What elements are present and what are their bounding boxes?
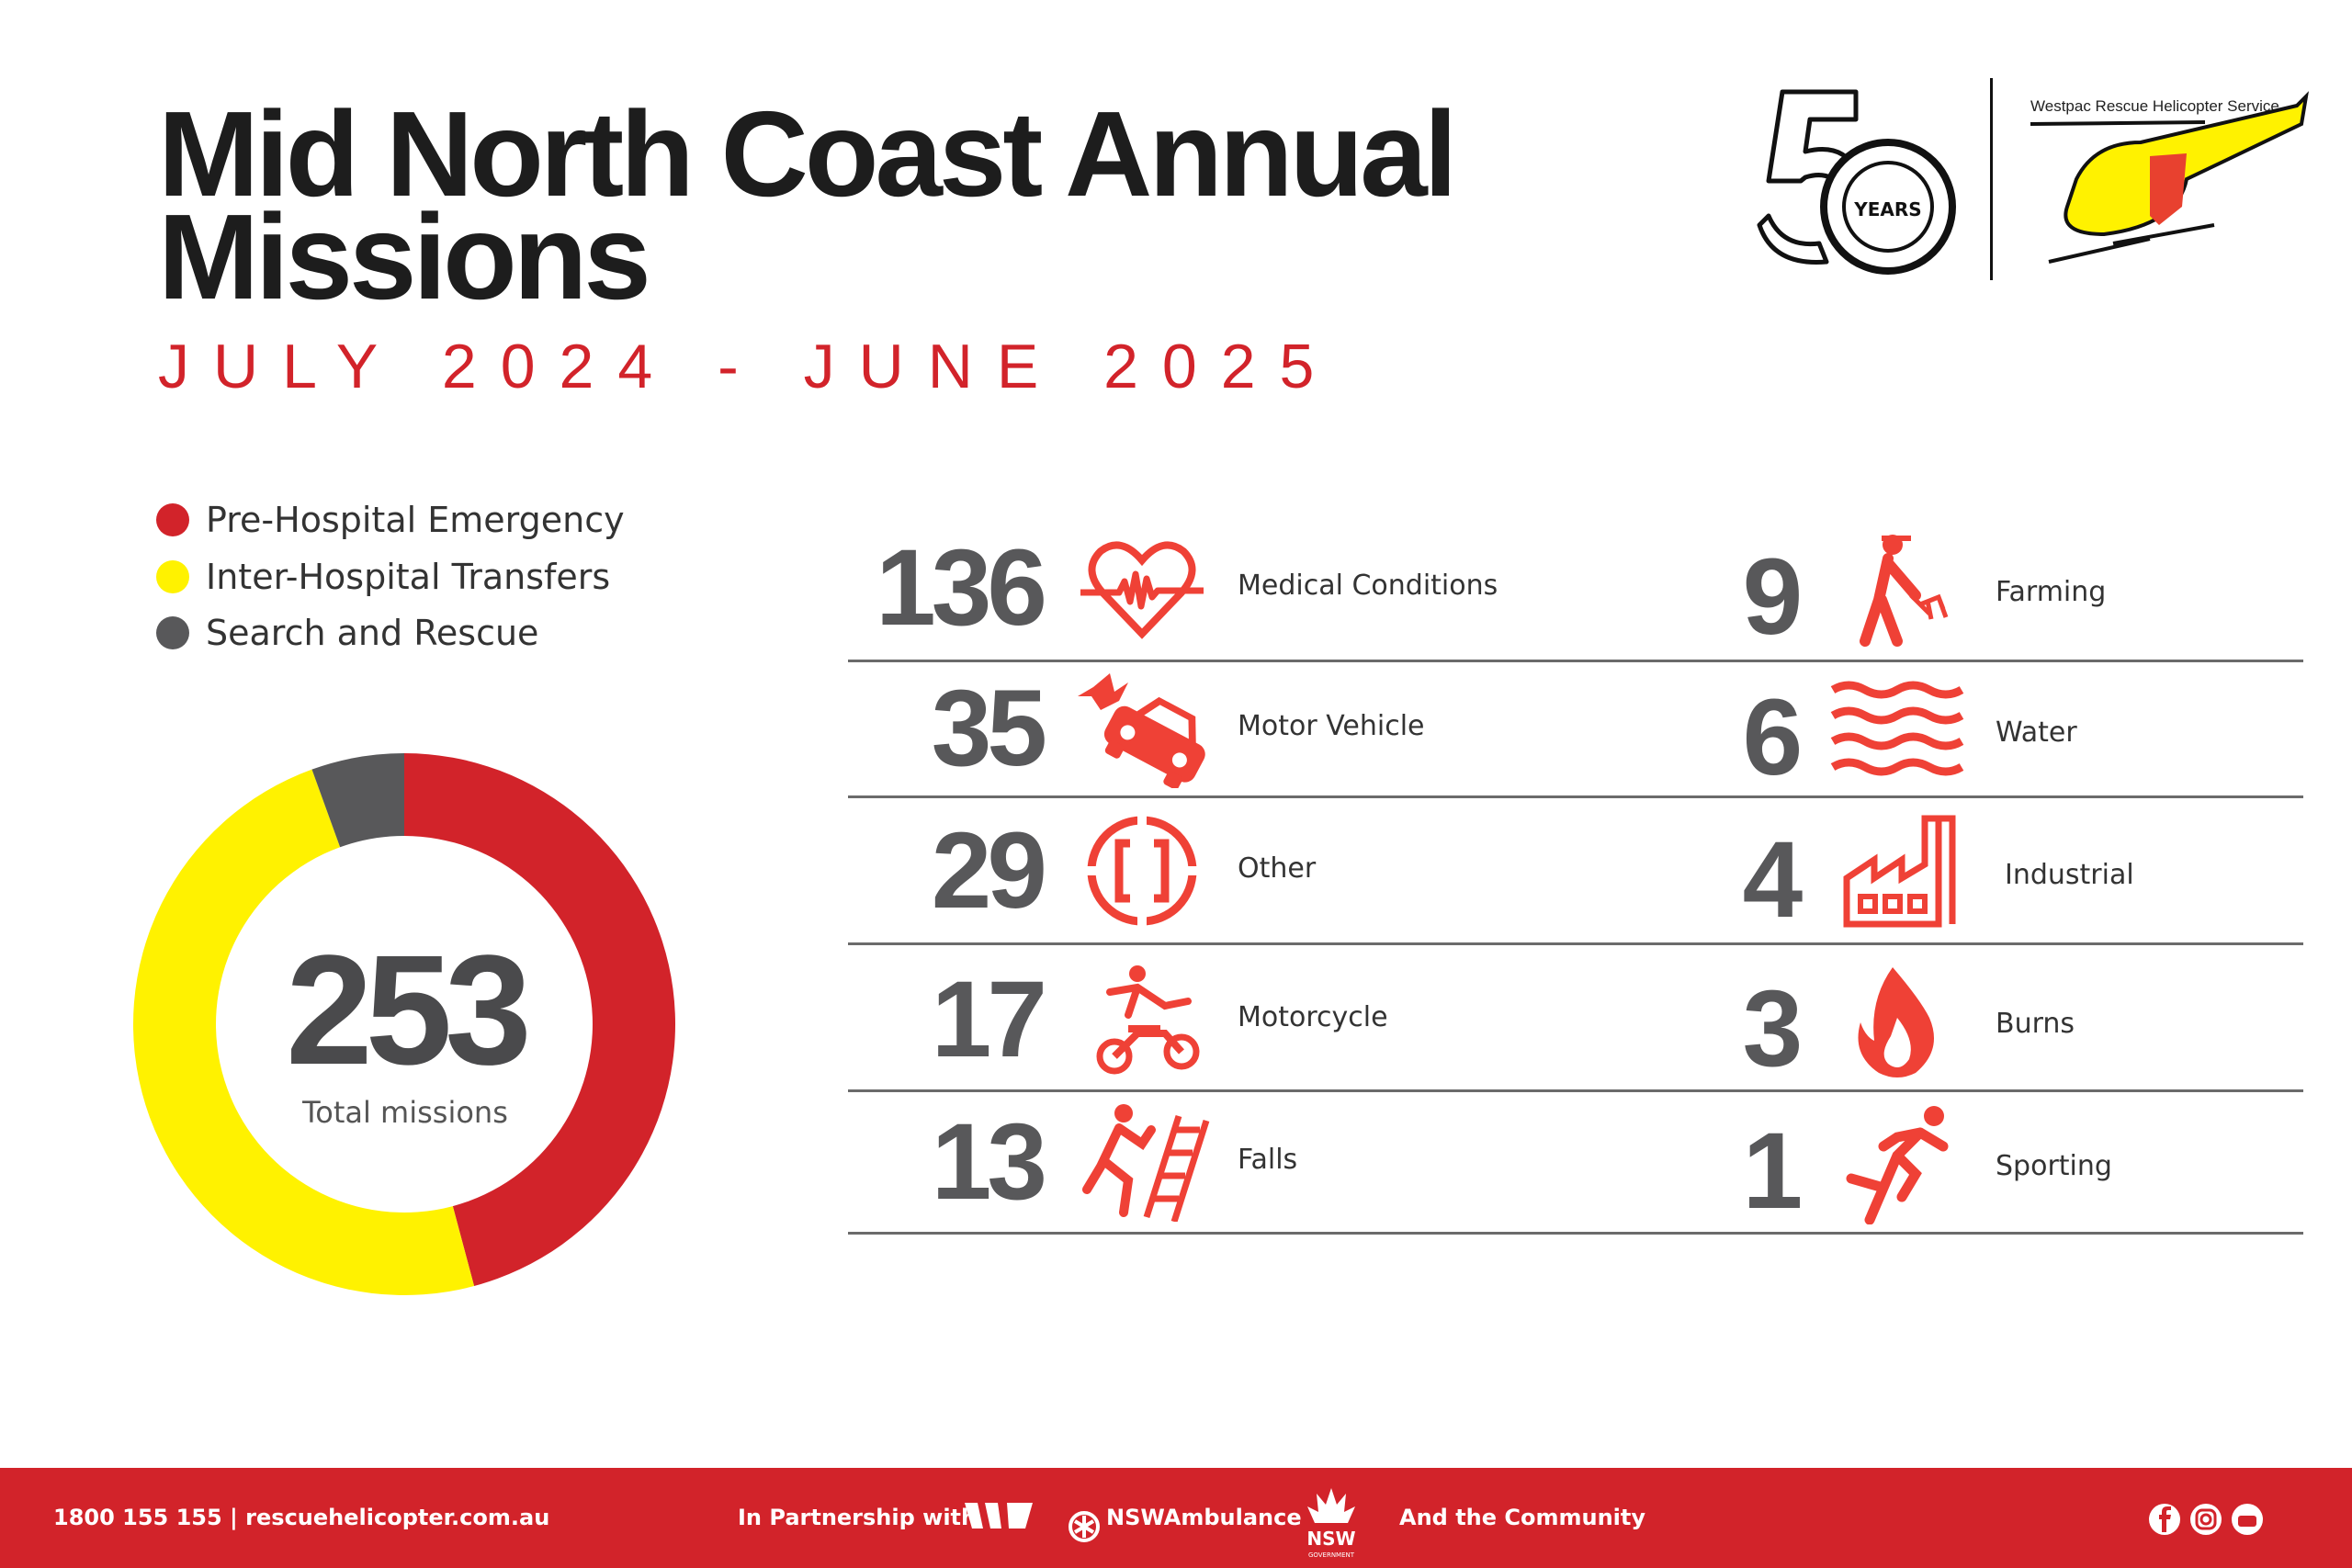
page-title: Mid North Coast Annual Missions [158, 86, 1457, 324]
logo-divider [1990, 78, 1993, 280]
label-other: Other [1238, 852, 1317, 885]
nsw-government-text: GOVERNMENT [1308, 1551, 1355, 1559]
count-other: 29 [931, 810, 1047, 931]
count-motorcycle: 17 [931, 959, 1047, 1080]
missions-donut-chart [133, 753, 675, 1295]
social-links [2149, 1504, 2263, 1535]
total-missions-value: 253 [286, 923, 532, 1098]
footer-community: And the Community [1399, 1505, 1646, 1530]
donut-segment-inter-hospital-transfers [133, 769, 475, 1295]
ambulance-star-icon [1069, 1511, 1100, 1542]
count-medical-conditions: 136 [876, 527, 1047, 649]
farmer-icon [1828, 531, 1966, 650]
service-name: Westpac Rescue Helicopter Service [2030, 97, 2279, 115]
legend-dot-yellow [156, 560, 189, 593]
nsw-government-logo: NSW GOVERNMENT [1306, 1488, 1356, 1559]
legend-inter-hospital: Inter-Hospital Transfers [156, 557, 610, 597]
label-sporting: Sporting [1996, 1150, 2112, 1182]
count-farming: 9 [1742, 536, 1804, 658]
donut-segment-pre-hospital-emergency [404, 753, 675, 1287]
legend-search-rescue: Search and Rescue [156, 613, 538, 653]
count-water: 6 [1742, 677, 1804, 798]
legend-label: Pre-Hospital Emergency [206, 500, 625, 540]
label-motor-vehicle: Motor Vehicle [1238, 710, 1425, 742]
legend-label: Inter-Hospital Transfers [206, 557, 611, 597]
flame-icon [1828, 963, 1966, 1082]
row-divider [848, 1232, 2303, 1235]
count-industrial: 4 [1742, 819, 1804, 941]
footer-contact[interactable]: 1800 155 155 | rescuehelicopter.com.au [53, 1505, 550, 1530]
footer-bar: 1800 155 155 | rescuehelicopter.com.au I… [0, 1468, 2352, 1568]
legend-dot-red [156, 503, 189, 536]
row-divider [848, 660, 2303, 662]
count-burns: 3 [1742, 968, 1804, 1089]
date-range: JULY 2024 - JUNE 2025 [158, 332, 1339, 401]
label-industrial: Industrial [2005, 859, 2134, 891]
label-burns: Burns [1996, 1008, 2075, 1040]
helicopter-logo: Westpac Rescue Helicopter Service [2030, 91, 2309, 264]
westpac-logo [965, 1503, 1033, 1529]
row-divider [848, 795, 2303, 798]
label-water: Water [1996, 716, 2077, 749]
ladder-fall-icon [1073, 1102, 1211, 1224]
factory-icon [1828, 814, 1966, 933]
label-medical-conditions: Medical Conditions [1238, 570, 1498, 602]
legend-label: Search and Rescue [206, 613, 539, 653]
label-falls: Falls [1238, 1144, 1298, 1176]
heart-pulse-icon [1073, 528, 1211, 648]
facebook-icon[interactable] [2149, 1504, 2180, 1535]
legend-pre-hospital: Pre-Hospital Emergency [156, 500, 625, 540]
water-waves-icon [1828, 671, 1966, 791]
fifty-years-logo: YEARS [1757, 89, 1956, 275]
donut-segment-search-and-rescue [311, 753, 404, 848]
total-missions-label: Total missions [302, 1095, 508, 1130]
other-brackets-icon [1073, 811, 1211, 931]
youtube-icon[interactable] [2232, 1504, 2263, 1535]
instagram-icon[interactable] [2190, 1504, 2222, 1535]
count-sporting: 1 [1742, 1111, 1804, 1232]
row-divider [848, 1089, 2303, 1092]
footer-partnership: In Partnership with [738, 1505, 978, 1530]
row-divider [848, 942, 2303, 945]
count-motor-vehicle: 35 [931, 668, 1047, 789]
car-crash-icon [1073, 669, 1211, 790]
nsw-text: NSW [1306, 1528, 1355, 1550]
motorcycle-icon [1073, 960, 1211, 1079]
legend-dot-gray [156, 616, 189, 649]
count-falls: 13 [931, 1101, 1047, 1223]
runner-icon [1828, 1105, 1966, 1225]
label-farming: Farming [1996, 576, 2107, 608]
nsw-ambulance-logo: NSWAmbulance [1106, 1505, 1302, 1530]
label-motorcycle: Motorcycle [1238, 1001, 1388, 1033]
years-label: YEARS [1853, 198, 1921, 220]
